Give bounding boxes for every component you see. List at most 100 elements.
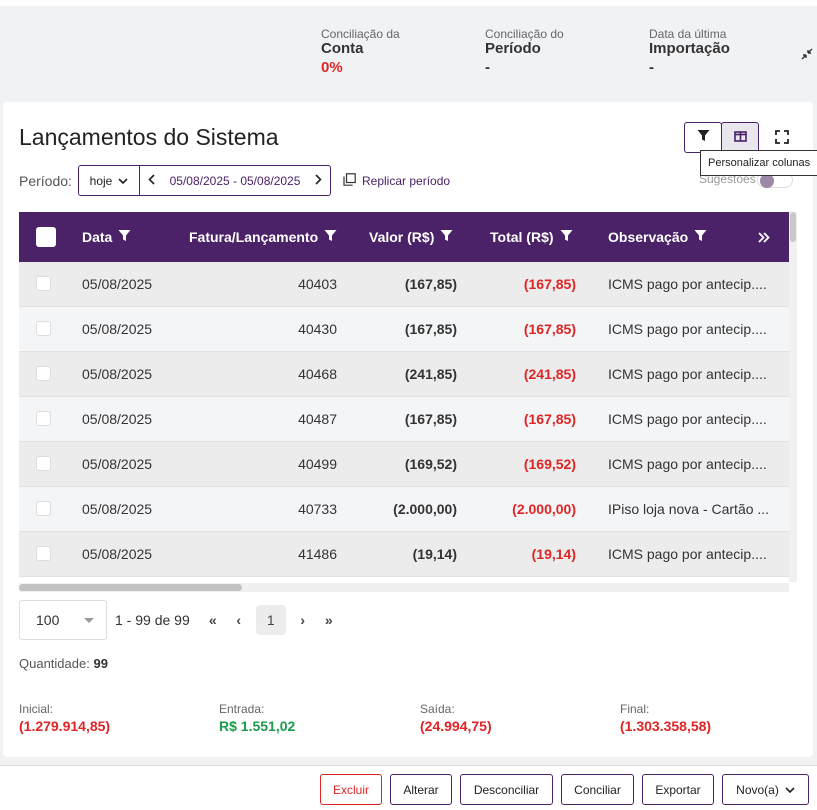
filter-icon[interactable]: [694, 229, 707, 245]
row-checkbox[interactable]: [36, 546, 51, 561]
table-row[interactable]: 05/08/2025 40430 (167,85) (167,85) ICMS pago…: [19, 307, 789, 352]
next-page-button[interactable]: ›: [300, 612, 306, 628]
page-size-value: 100: [36, 612, 60, 628]
summary-title: Conta: [321, 40, 364, 57]
last-page-button[interactable]: »: [324, 612, 333, 628]
cell-data: 05/08/2025: [82, 411, 153, 427]
row-checkbox[interactable]: [36, 366, 51, 381]
table-row[interactable]: 05/08/2025 41486 (19,14) (19,14) ICMS pago p…: [19, 532, 789, 577]
column-header-label: Fatura/Lançamento: [189, 229, 319, 245]
column-header-valor[interactable]: Valor (R$): [369, 212, 453, 262]
cell-data: 05/08/2025: [82, 456, 153, 472]
total-label: Final:: [620, 702, 650, 716]
cell-total: (167,85): [523, 411, 576, 427]
novo-button[interactable]: Novo(a): [722, 774, 809, 805]
filter-button[interactable]: [684, 122, 722, 153]
summary-label: Conciliação do: [485, 27, 564, 41]
total-value: R$ 1.551,02: [219, 718, 296, 734]
summary-value: -: [649, 59, 654, 76]
calendar-copy-icon: [343, 173, 356, 189]
cell-obs: ICMS pago por antecip....: [608, 411, 767, 427]
table-row[interactable]: 05/08/2025 40487 (167,85) (167,85) ICMS pago…: [19, 397, 789, 442]
cell-total: (2.000,00): [512, 501, 576, 517]
filter-icon[interactable]: [118, 229, 131, 245]
replicar-periodo-label: Replicar período: [362, 174, 451, 188]
grid-header: Data Fatura/Lançamento Valor (R$) Total …: [19, 212, 789, 262]
summary-label: Data da última: [649, 27, 727, 41]
table-row[interactable]: 05/08/2025 40468 (241,85) (241,85) ICMS pago…: [19, 352, 789, 397]
cell-fatura: 41486: [298, 546, 337, 562]
double-chevron-right-icon[interactable]: [758, 212, 770, 262]
first-page-button[interactable]: «: [208, 612, 217, 628]
vertical-scrollbar[interactable]: [789, 212, 797, 582]
lancamentos-grid: Data Fatura/Lançamento Valor (R$) Total …: [19, 212, 789, 592]
cell-total: (169,52): [523, 456, 576, 472]
cell-fatura: 40499: [298, 456, 337, 472]
cell-fatura: 40487: [298, 411, 337, 427]
column-header-observacao[interactable]: Observação: [608, 212, 707, 262]
column-header-fatura[interactable]: Fatura/Lançamento: [189, 212, 337, 262]
table-row[interactable]: 05/08/2025 40499 (169,52) (169,52) ICMS pago…: [19, 442, 789, 487]
horizontal-scrollbar[interactable]: [19, 583, 789, 592]
alterar-button[interactable]: Alterar: [390, 774, 452, 805]
summary-conciliacao-conta: Conciliação da Conta 0%: [321, 28, 400, 77]
row-checkbox[interactable]: [36, 501, 51, 516]
periodo-range-dates[interactable]: 05/08/2025 - 05/08/2025: [169, 173, 301, 188]
row-checkbox[interactable]: [36, 411, 51, 426]
lancamentos-card: Lançamentos do Sistema Período: hoje 05/…: [3, 102, 813, 757]
periodo-preset-dropdown[interactable]: hoje: [79, 166, 140, 195]
column-header-label: Observação: [608, 229, 689, 245]
fullscreen-icon[interactable]: [773, 128, 791, 146]
columns-icon: [733, 129, 747, 147]
current-page[interactable]: 1: [255, 605, 286, 635]
periodo-label: Período:: [19, 173, 72, 189]
cell-data: 05/08/2025: [82, 546, 153, 562]
prev-page-button[interactable]: ‹: [236, 612, 242, 628]
summary-value: -: [485, 59, 490, 76]
replicar-periodo-button[interactable]: Replicar período: [343, 173, 450, 189]
table-row[interactable]: 05/08/2025 40403 (167,85) (167,85) ICMS pago…: [19, 262, 789, 307]
table-row[interactable]: 05/08/2025 40733 (2.000,00) (2.000,00) IPiso…: [19, 487, 789, 532]
page-range-text: 1 - 99 de 99: [115, 612, 190, 628]
toggle-knob: [760, 174, 774, 188]
total-inicial: Inicial: (1.279.914,85): [19, 702, 110, 734]
select-all-checkbox[interactable]: [36, 227, 56, 247]
summary-title: Período: [485, 40, 541, 57]
chevron-left-icon[interactable]: [148, 173, 155, 188]
summary-conciliacao-periodo: Conciliação do Período -: [485, 27, 564, 77]
conciliar-button[interactable]: Conciliar: [561, 774, 634, 805]
chevron-right-icon[interactable]: [315, 173, 322, 188]
cell-fatura: 40468: [298, 366, 337, 382]
cell-valor: (167,85): [404, 411, 457, 427]
cell-fatura: 40403: [298, 276, 337, 292]
scrollbar-thumb[interactable]: [19, 584, 242, 591]
quantidade-label: Quantidade:: [19, 656, 90, 671]
cell-valor: (241,85): [404, 366, 457, 382]
total-label: Entrada:: [219, 702, 265, 716]
filter-icon[interactable]: [440, 229, 453, 245]
excluir-button[interactable]: Excluir: [320, 774, 382, 805]
filter-icon[interactable]: [560, 229, 573, 245]
desconciliar-button[interactable]: Desconciliar: [460, 774, 553, 805]
column-header-data[interactable]: Data: [82, 212, 131, 262]
row-checkbox[interactable]: [36, 456, 51, 471]
columns-button[interactable]: [721, 122, 759, 153]
exportar-button[interactable]: Exportar: [642, 774, 714, 805]
sugestoes-toggle[interactable]: [757, 172, 793, 188]
filter-icon[interactable]: [324, 229, 337, 245]
column-header-total[interactable]: Total (R$): [490, 212, 573, 262]
page-size-select[interactable]: 100: [19, 600, 107, 640]
collapse-icon[interactable]: [801, 47, 813, 60]
row-checkbox[interactable]: [36, 321, 51, 336]
scrollbar-thumb[interactable]: [790, 212, 796, 242]
periodo-preset-value: hoje: [89, 173, 113, 188]
cell-total: (167,85): [523, 276, 576, 292]
summary-ultima-importacao: Data da última Importação -: [649, 27, 730, 77]
periodo-selector: hoje 05/08/2025 - 05/08/2025: [78, 165, 331, 196]
cell-valor: (19,14): [412, 546, 457, 562]
cell-obs: ICMS pago por antecip....: [608, 321, 767, 337]
row-checkbox[interactable]: [36, 276, 51, 291]
action-bar: Excluir Alterar Desconciliar Conciliar E…: [0, 765, 817, 810]
quantidade-value: 99: [93, 656, 108, 671]
cell-valor: (169,52): [404, 456, 457, 472]
